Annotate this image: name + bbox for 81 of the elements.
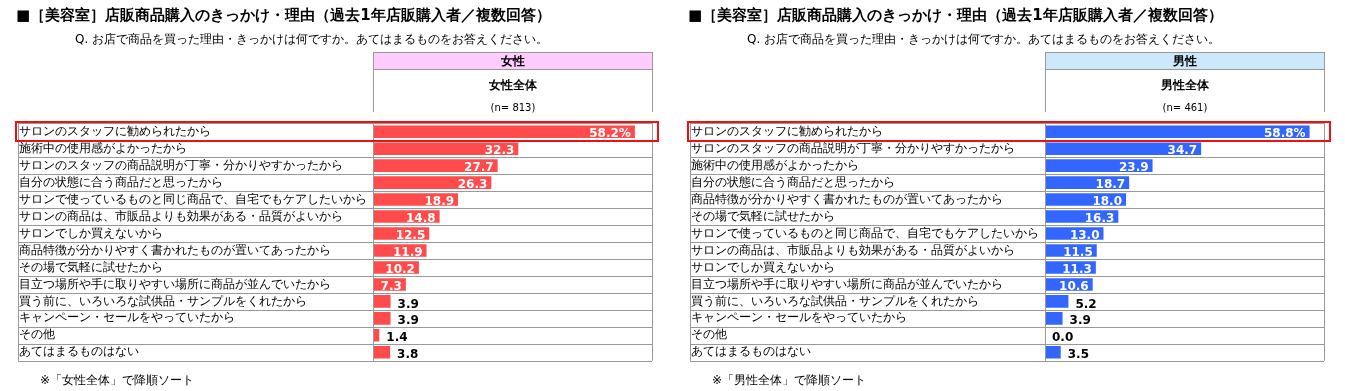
- text: 女性全体: [488, 77, 538, 94]
- chart-title: ■［美容室］店販商品購入のきっかけ・理由（過去1年店販購入者／複数回答）: [688, 6, 1223, 25]
- data-label: 18.7: [1095, 176, 1126, 191]
- text: 男性全体: [1160, 77, 1210, 94]
- y-tick-label: サロンの商品は、市販品よりも効果がある・品質がよいから: [691, 242, 1015, 257]
- text: (n= 813): [489, 102, 537, 113]
- y-tick-label: あてはまるものはない: [19, 344, 139, 359]
- y-tick-label: その他: [691, 327, 727, 342]
- data-label: 18.9: [424, 193, 455, 208]
- data-label: 10.6: [1059, 278, 1089, 293]
- data-label: 14.8: [405, 210, 436, 225]
- data-label: 7.3: [380, 278, 402, 293]
- text: ※「男性全体」で降順ソート: [712, 372, 867, 389]
- data-label: 11.3: [1062, 261, 1092, 276]
- data-label: 3.9: [397, 313, 419, 328]
- y-tick-label: その他: [19, 327, 55, 342]
- data-label: 18.0: [1092, 193, 1122, 208]
- y-tick-label: 目立つ場所や手に取りやすい場所に商品が並んでいたから: [691, 276, 1003, 291]
- y-tick-label: サロンでしか買えないから: [691, 259, 835, 274]
- data-label: 1.4: [386, 330, 408, 345]
- data-label: 27.7: [464, 159, 494, 174]
- data-label: 13.0: [1069, 227, 1100, 242]
- y-tick-label: 商品特徴が分かりやすく書かれたものが置いてあったから: [691, 191, 1003, 206]
- y-tick-label: 自分の状態に合う商品だと思ったから: [691, 174, 895, 189]
- data-label: 58.8%: [1263, 125, 1306, 140]
- bar: [373, 159, 498, 172]
- text: 男性: [1045, 52, 1325, 70]
- data-label: 16.3: [1084, 210, 1115, 225]
- y-tick-label: サロンのスタッフの商品説明が丁寧・分かりやすかったから: [19, 157, 343, 172]
- y-tick-label: 買う前に、いろいろな試供品・サンプルをくれたから: [691, 293, 979, 308]
- data-label: 11.5: [1063, 244, 1093, 259]
- data-label: 32.3: [484, 142, 515, 157]
- chart-subtitle: Q. お店で商品を買った理由・きっかけは何ですか。あてはまるものをお答えください。: [747, 31, 1221, 48]
- bar: [1045, 142, 1202, 155]
- bar: [1045, 312, 1063, 325]
- data-label: 0.0: [1052, 330, 1074, 345]
- bar: [1045, 295, 1069, 308]
- y-tick-label: 商品特徴が分かりやすく書かれたものが置いてあったから: [19, 242, 331, 257]
- data-label: 26.3: [457, 176, 488, 191]
- bar: [373, 312, 391, 325]
- bar: [373, 295, 391, 308]
- bar: [1045, 125, 1310, 138]
- y-tick-label: サロンで使っているものと同じ商品で、自宅でもケアしたいから: [691, 225, 1039, 240]
- data-label: 3.9: [397, 296, 419, 311]
- y-tick-label: サロンのスタッフに勧められたから: [691, 123, 883, 138]
- bar: [1045, 346, 1061, 359]
- data-label: 10.2: [385, 261, 415, 276]
- y-tick-label: キャンペーン・セールをやっていたから: [691, 310, 907, 325]
- y-tick-label: 目立つ場所や手に取りやすい場所に商品が並んでいたから: [19, 276, 331, 291]
- data-label: 11.9: [392, 244, 423, 259]
- data-label: 3.9: [1069, 313, 1091, 328]
- data-label: 12.5: [395, 227, 426, 242]
- chart-subtitle: Q. お店で商品を買った理由・きっかけは何ですか。あてはまるものをお答えください。: [75, 31, 549, 48]
- y-tick-label: キャンペーン・セールをやっていたから: [19, 310, 235, 325]
- y-tick-label: サロンでしか買えないから: [19, 225, 163, 240]
- bar: [1045, 159, 1153, 172]
- bar: [373, 125, 635, 138]
- data-label: 3.5: [1067, 347, 1090, 362]
- y-tick-label: サロンの商品は、市販品よりも効果がある・品質がよいから: [19, 208, 343, 223]
- y-tick-label: 施術中の使用感がよかったから: [19, 140, 187, 155]
- data-label: 34.7: [1167, 142, 1198, 157]
- text: 女性: [373, 52, 653, 70]
- text: (n= 461): [1161, 102, 1209, 113]
- y-tick-label: サロンで使っているものと同じ商品で、自宅でもケアしたいから: [19, 191, 367, 206]
- data-label: 23.9: [1118, 159, 1149, 174]
- data-label: 5.2: [1075, 296, 1097, 311]
- data-label: 58.2%: [589, 125, 631, 140]
- y-tick-label: 施術中の使用感がよかったから: [691, 157, 859, 172]
- y-tick-label: 自分の状態に合う商品だと思ったから: [19, 174, 223, 189]
- chart-title: ■［美容室］店販商品購入のきっかけ・理由（過去1年店販購入者／複数回答）: [16, 6, 551, 25]
- y-tick-label: サロンのスタッフの商品説明が丁寧・分かりやすかったから: [691, 140, 1015, 155]
- y-tick-label: 買う前に、いろいろな試供品・サンプルをくれたから: [19, 293, 307, 308]
- text: ※「女性全体」で降順ソート: [40, 372, 195, 389]
- bar: [373, 176, 492, 189]
- y-tick-label: あてはまるものはない: [691, 344, 811, 359]
- data-label: 3.8: [397, 347, 419, 362]
- bar: [373, 142, 519, 155]
- y-tick-label: サロンのスタッフに勧められたから: [19, 123, 211, 138]
- y-tick-label: その場で気軽に試せたから: [19, 259, 163, 274]
- bar: [373, 346, 391, 359]
- y-tick-label: その場で気軽に試せたから: [691, 208, 835, 223]
